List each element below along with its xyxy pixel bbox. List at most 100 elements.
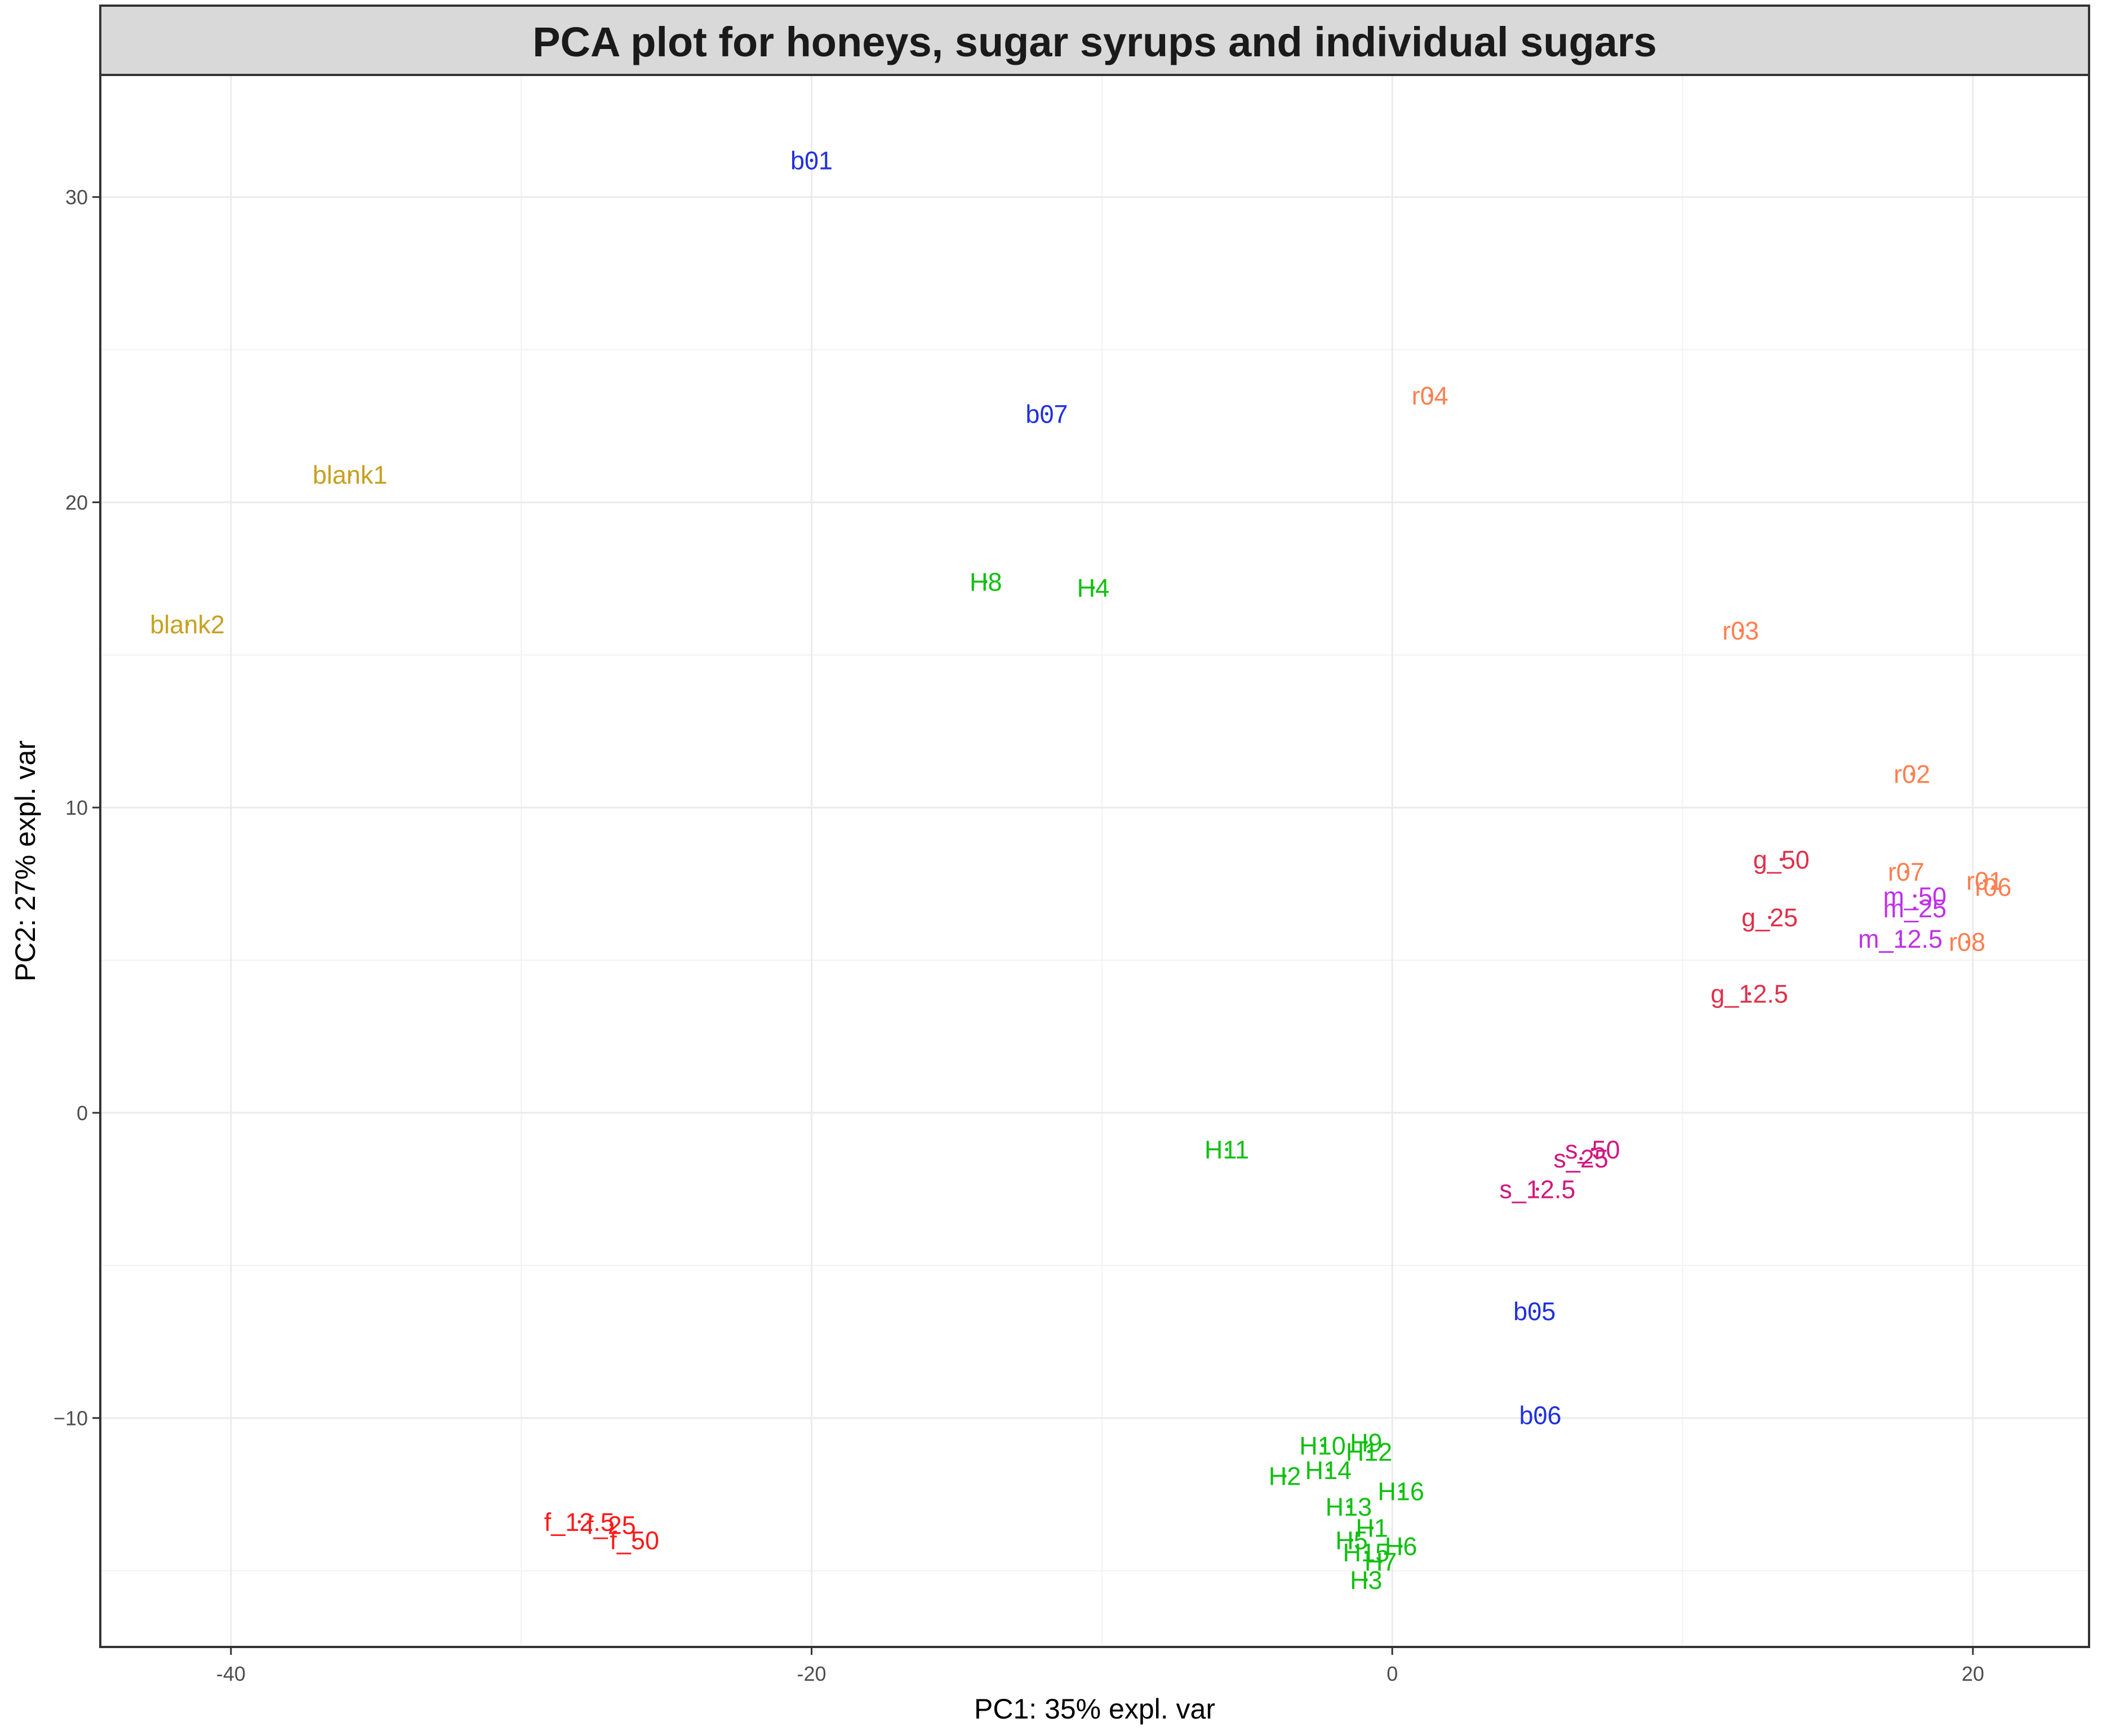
y-tick-label: 30 bbox=[65, 186, 88, 209]
point-marker-H14 bbox=[1326, 1468, 1330, 1472]
y-tick-label: 0 bbox=[77, 1102, 88, 1125]
point-marker-blank2 bbox=[185, 623, 189, 627]
y-axis-ticks: −10 0 10 20 30 bbox=[54, 186, 100, 1430]
point-marker-H11 bbox=[1225, 1147, 1229, 1151]
minor-gridlines bbox=[100, 75, 2089, 1647]
point-marker-r02 bbox=[1910, 772, 1914, 776]
point-marker-b01 bbox=[810, 158, 814, 162]
point-label-m_50: m_50 bbox=[1883, 882, 1947, 911]
point-marker-H9 bbox=[1364, 1441, 1368, 1445]
x-axis-title: PC1: 35% expl. var bbox=[974, 1693, 1215, 1725]
point-marker-g_25 bbox=[1768, 916, 1772, 920]
point-marker-s_12.5 bbox=[1535, 1187, 1539, 1191]
point-marker-b07 bbox=[1045, 412, 1048, 416]
point-marker-b06 bbox=[1539, 1413, 1543, 1417]
point-label-r03: r03 bbox=[1722, 616, 1759, 645]
point-label-H2: H2 bbox=[1269, 1462, 1301, 1491]
point-marker-r01 bbox=[1983, 879, 1987, 883]
point-label-r08: r08 bbox=[1949, 928, 1985, 957]
point-marker-H4 bbox=[1091, 586, 1095, 590]
point-marker-r04 bbox=[1428, 393, 1432, 397]
point-marker-H7 bbox=[1379, 1560, 1383, 1564]
point-label-H3: H3 bbox=[1350, 1566, 1383, 1595]
point-marker-H6 bbox=[1399, 1544, 1403, 1548]
point-marker-r06 bbox=[1991, 885, 1995, 889]
y-tick-label: 10 bbox=[65, 796, 88, 819]
point-label-r02: r02 bbox=[1894, 760, 1930, 789]
point-label-r04: r04 bbox=[1412, 381, 1448, 410]
major-gridlines bbox=[100, 75, 2089, 1647]
point-label-H5: H5 bbox=[1335, 1526, 1368, 1555]
point-label-H1: H1 bbox=[1356, 1514, 1388, 1543]
chart-title: PCA plot for honeys, sugar syrups and in… bbox=[532, 19, 1657, 65]
point-label-H16: H16 bbox=[1377, 1477, 1424, 1506]
point-label-H10: H10 bbox=[1299, 1431, 1346, 1460]
point-marker-g_50 bbox=[1779, 858, 1783, 862]
x-tick-label: -20 bbox=[797, 1662, 826, 1685]
point-marker-H10 bbox=[1321, 1444, 1325, 1448]
y-axis-title: PC2: 27% expl. var bbox=[10, 740, 41, 982]
point-marker-r08 bbox=[1965, 940, 1969, 944]
point-marker-r07 bbox=[1904, 869, 1908, 873]
x-tick-label: 0 bbox=[1386, 1662, 1398, 1685]
point-label-m_25: m_25 bbox=[1883, 894, 1947, 923]
point-label-s_50: s_50 bbox=[1565, 1135, 1620, 1164]
point-marker-H15 bbox=[1364, 1551, 1368, 1555]
point-label-s_12.5: s_12.5 bbox=[1499, 1175, 1575, 1204]
point-label-b07: b07 bbox=[1025, 399, 1068, 428]
point-label-H11: H11 bbox=[1205, 1135, 1249, 1164]
point-label-b01: b01 bbox=[790, 146, 833, 175]
point-label-m_12.5: m_12.5 bbox=[1858, 925, 1943, 953]
point-label-g_50: g_50 bbox=[1753, 845, 1810, 874]
point-marker-f_12.5 bbox=[577, 1520, 581, 1524]
point-marker-m_50 bbox=[1913, 894, 1917, 898]
point-marker-s_25 bbox=[1579, 1157, 1583, 1161]
point-marker-H1 bbox=[1370, 1526, 1374, 1530]
point-label-g_12.5: g_12.5 bbox=[1710, 980, 1788, 1009]
point-marker-H12 bbox=[1367, 1450, 1371, 1454]
point-label-r06: r06 bbox=[1975, 873, 2011, 902]
point-marker-blank1 bbox=[348, 473, 352, 477]
point-marker-f_25 bbox=[609, 1523, 613, 1527]
title-strip bbox=[99, 5, 2090, 76]
plot-panel bbox=[99, 74, 2090, 1648]
point-marker-H5 bbox=[1350, 1538, 1354, 1542]
point-marker-g_12.5 bbox=[1748, 992, 1752, 996]
y-tick-label: 20 bbox=[65, 491, 88, 514]
point-marker-H2 bbox=[1283, 1474, 1287, 1478]
point-marker-H8 bbox=[984, 580, 988, 584]
point-marker-m_25 bbox=[1913, 906, 1917, 910]
point-label-blank1: blank1 bbox=[313, 461, 388, 490]
point-label-H7: H7 bbox=[1365, 1547, 1397, 1576]
y-tick-label: −10 bbox=[54, 1407, 88, 1430]
point-label-f_50: f_50 bbox=[610, 1526, 659, 1555]
point-label-blank2: blank2 bbox=[150, 610, 225, 639]
point-label-H6: H6 bbox=[1385, 1532, 1417, 1561]
point-marker-s_50 bbox=[1590, 1147, 1594, 1151]
x-tick-label: -40 bbox=[216, 1662, 246, 1685]
point-marker-m_12.5 bbox=[1899, 937, 1903, 941]
point-marker-r03 bbox=[1739, 628, 1743, 632]
point-label-H8: H8 bbox=[970, 567, 1002, 596]
point-label-g_25: g_25 bbox=[1741, 903, 1798, 932]
point-marker-H16 bbox=[1399, 1489, 1403, 1493]
point-marker-b05 bbox=[1532, 1309, 1536, 1313]
point-label-H4: H4 bbox=[1077, 574, 1110, 602]
point-marker-H13 bbox=[1346, 1504, 1350, 1508]
point-label-s_25: s_25 bbox=[1553, 1144, 1608, 1173]
point-marker-H3 bbox=[1364, 1578, 1368, 1582]
point-label-r01: r01 bbox=[1966, 867, 2003, 895]
point-label-r07: r07 bbox=[1888, 858, 1925, 886]
point-label-H14: H14 bbox=[1305, 1456, 1352, 1485]
point-label-H13: H13 bbox=[1326, 1493, 1372, 1521]
point-label-f_25: f_25 bbox=[586, 1511, 636, 1539]
point-marker-f_50 bbox=[633, 1538, 637, 1542]
point-label-H12: H12 bbox=[1346, 1437, 1393, 1466]
point-label-f_12.5: f_12.5 bbox=[544, 1508, 615, 1537]
x-tick-label: 20 bbox=[1962, 1662, 1984, 1685]
x-axis-ticks: -40 -20 0 20 bbox=[216, 1647, 1984, 1685]
point-label-b06: b06 bbox=[1519, 1401, 1561, 1429]
point-label-b05: b05 bbox=[1513, 1297, 1556, 1326]
